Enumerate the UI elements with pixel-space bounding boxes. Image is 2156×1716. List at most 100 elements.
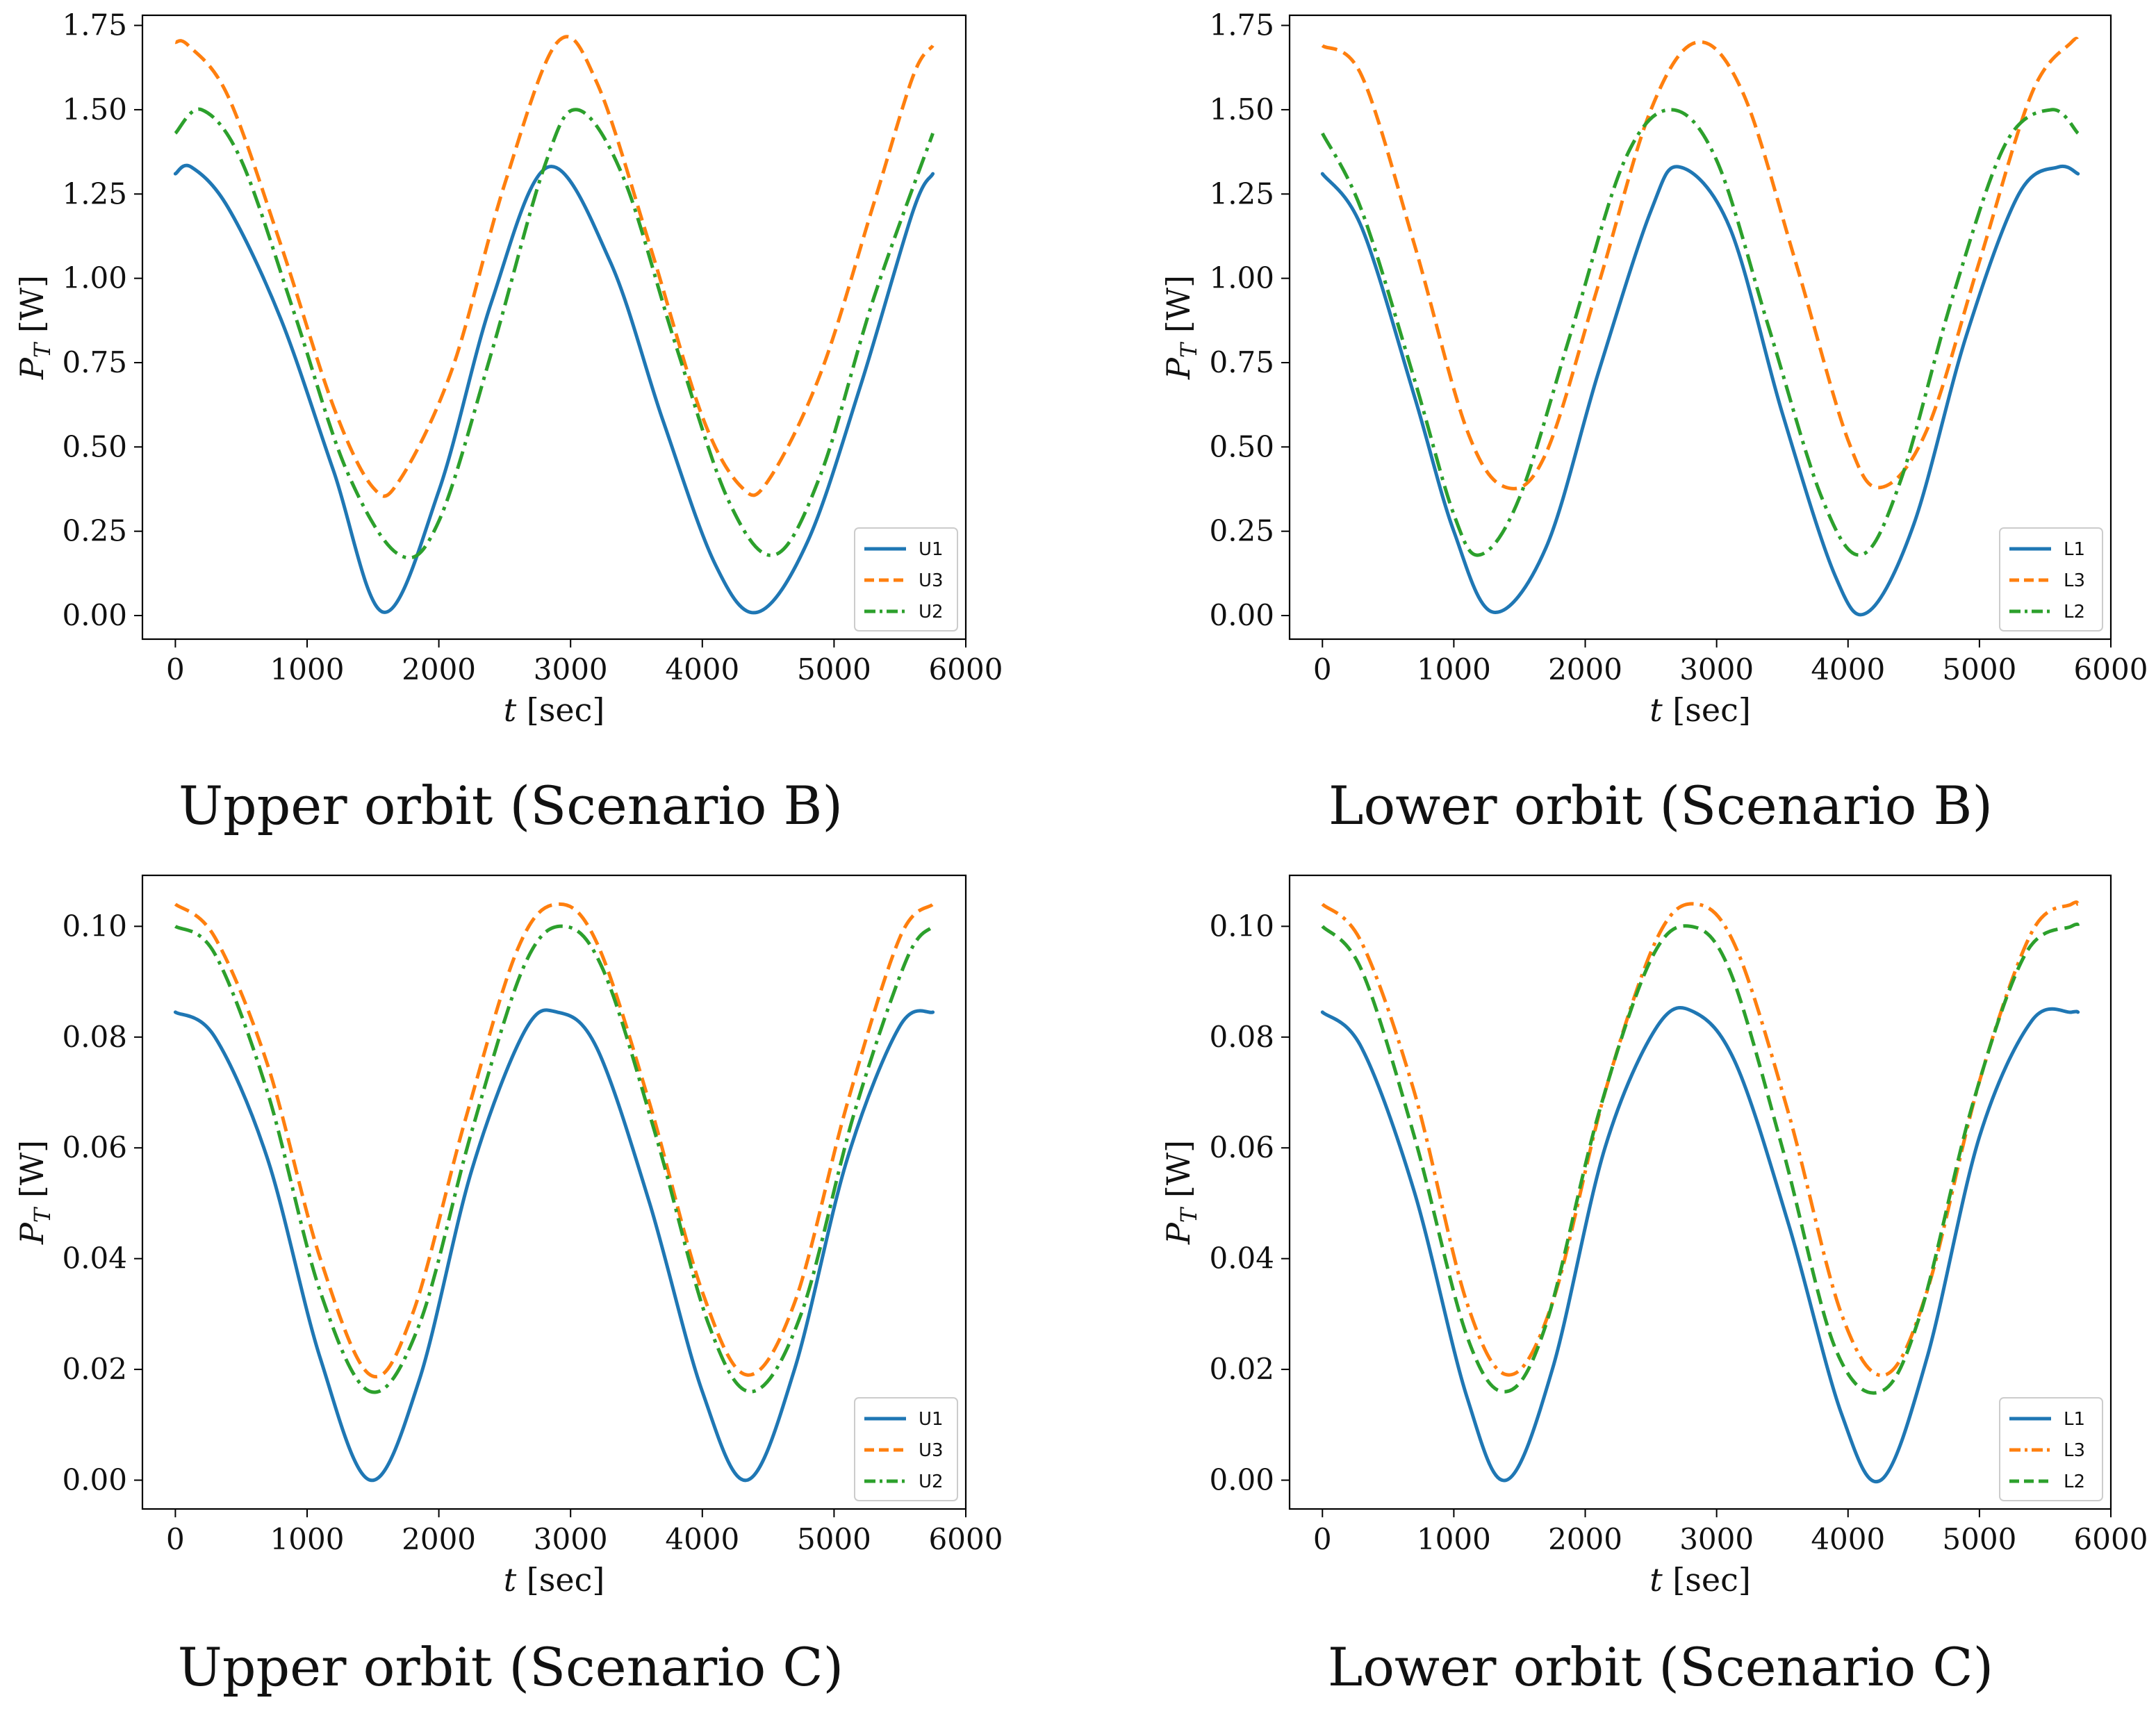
x-tick-label: 4000 [665, 652, 739, 686]
caption-upper-orbit-scenario-c: Upper orbit (Scenario C) [177, 1636, 844, 1698]
legend-box [854, 1397, 958, 1501]
chart-svg: 0 1000 2000 3000 4000 5000 6000 0.00 0.25 0.50 0.7… [1160, 8, 2148, 729]
legend-label-u3: U3 [919, 1440, 944, 1461]
y-tick-label: 1.00 [1209, 261, 1274, 295]
y-tick-label: 0.00 [62, 598, 127, 632]
x-tick-label: 5000 [797, 1522, 871, 1556]
y-tick-label: 0.02 [1209, 1352, 1274, 1386]
y-tick-label: 0.25 [62, 514, 127, 548]
x-tick-label: 1000 [270, 652, 345, 686]
legend-label-l1: L1 [2064, 1409, 2085, 1430]
x-axis-label: t [sec] [504, 1561, 605, 1599]
series-line-l1 [1320, 1006, 2080, 1484]
x-tick-label: 4000 [665, 1522, 739, 1556]
chart-lower-orbit-scenario-c: 0 1000 2000 3000 4000 5000 6000 0.00 0.02 0.04 0.0… [1112, 861, 2156, 1633]
y-tick-label: 0.06 [1209, 1130, 1274, 1164]
legend-label-l2: L2 [2064, 602, 2085, 622]
x-tick-label: 5000 [1942, 652, 2016, 686]
y-tick-label: 0.06 [62, 1130, 127, 1164]
series-group [173, 902, 935, 1483]
legend-label-u1: U1 [919, 539, 944, 560]
legend: U1 U3 U2 [854, 527, 958, 632]
y-axis-label: PT [W] [13, 275, 56, 380]
x-tick-label: 5000 [797, 652, 871, 686]
series-line-l2 [1321, 922, 2080, 1395]
chart-svg: 0 1000 2000 3000 4000 5000 6000 0.00 0.25 0.50 0.7… [13, 8, 1003, 729]
x-tick-label: 4000 [1811, 652, 1885, 686]
x-tick-label: 0 [166, 1522, 185, 1556]
caption-upper-orbit-scenario-b: Upper orbit (Scenario B) [178, 775, 844, 836]
y-tick-label: 0.25 [1209, 514, 1274, 548]
legend-label-l1: L1 [2064, 539, 2085, 560]
y-tick-label: 1.50 [62, 92, 127, 126]
y-tick-label: 0.50 [1209, 429, 1274, 463]
series-group [1320, 900, 2080, 1484]
series-line-u3 [174, 902, 935, 1378]
series-line-u1 [173, 163, 935, 615]
series-group [1320, 36, 2080, 617]
legend: L1 L3 L2 [1999, 527, 2103, 632]
x-tick-label: 3000 [1679, 652, 1754, 686]
x-tick-label: 1000 [1417, 1522, 1491, 1556]
x-axis-label: t [sec] [504, 691, 605, 729]
y-tick-label: 0.08 [62, 1020, 127, 1054]
chart-lower-orbit-scenario-b: 0 1000 2000 3000 4000 5000 6000 0.00 0.25 0.50 0.7… [1112, 0, 2156, 764]
legend-label-u1: U1 [919, 1409, 944, 1430]
y-tick-label: 0.10 [1209, 909, 1274, 943]
y-tick-label: 1.50 [1209, 92, 1274, 126]
x-tick-label: 6000 [2074, 1522, 2148, 1556]
y-tick-label: 1.75 [62, 8, 127, 42]
x-tick-label: 2000 [1548, 1522, 1622, 1556]
series-line-l2 [1321, 108, 2080, 557]
chart-svg: 0 1000 2000 3000 4000 5000 6000 0.00 0.02 0.04 0.0… [1160, 874, 2148, 1599]
plot-frame [141, 14, 967, 641]
x-tick-label: 2000 [402, 652, 476, 686]
legend-label-u3: U3 [919, 570, 944, 591]
x-tick-label: 0 [1313, 652, 1332, 686]
chart-upper-orbit-scenario-c: 0 1000 2000 3000 4000 5000 6000 0.00 0.02 0.04 0.0… [0, 861, 1042, 1633]
x-tick-label: 1000 [1417, 652, 1491, 686]
y-tick-label: 0.75 [1209, 345, 1274, 379]
y-axis-label: PT [W] [1160, 1140, 1202, 1245]
legend-box [1999, 1397, 2103, 1501]
x-axis-label: t [sec] [1649, 1561, 1751, 1599]
series-group [173, 35, 935, 615]
y-tick-label: 1.00 [62, 261, 127, 295]
series-line-u2 [174, 924, 935, 1394]
x-tick-label: 6000 [929, 1522, 1003, 1556]
y-tick-label: 0.00 [62, 1463, 127, 1497]
y-tick-label: 0.04 [1209, 1241, 1274, 1276]
x-tick-label: 2000 [402, 1522, 476, 1556]
caption-lower-orbit-scenario-c: Lower orbit (Scenario C) [1327, 1636, 1994, 1698]
y-tick-label: 0.04 [62, 1241, 127, 1276]
caption-lower-orbit-scenario-b: Lower orbit (Scenario B) [1328, 775, 1993, 836]
series-line-u2 [174, 107, 935, 560]
legend-label-u2: U2 [919, 602, 944, 622]
legend-box [1999, 527, 2103, 632]
x-tick-label: 4000 [1811, 1522, 1885, 1556]
x-tick-label: 6000 [929, 652, 1003, 686]
plot-frame [1288, 14, 2112, 641]
y-tick-label: 0.75 [62, 345, 127, 379]
y-tick-label: 0.10 [62, 909, 127, 943]
x-tick-label: 6000 [2074, 652, 2148, 686]
legend-label-u2: U2 [919, 1471, 944, 1492]
chart-svg: 0 1000 2000 3000 4000 5000 6000 0.00 0.02 0.04 0.0… [13, 874, 1003, 1599]
y-tick-label: 1.75 [1209, 8, 1274, 42]
legend-box [854, 527, 958, 632]
x-tick-label: 1000 [270, 1522, 345, 1556]
series-line-u1 [173, 1008, 935, 1483]
legend: U1 U3 U2 [854, 1397, 958, 1501]
x-tick-label: 3000 [534, 1522, 608, 1556]
plot-frame [1288, 874, 2112, 1510]
legend-label-l3: L3 [2064, 570, 2085, 591]
legend: L1 L3 L2 [1999, 1397, 2103, 1501]
series-line-l1 [1320, 164, 2080, 617]
y-tick-label: 0.00 [1209, 598, 1274, 632]
legend-label-l3: L3 [2064, 1440, 2085, 1461]
series-line-l3 [1321, 900, 2080, 1378]
y-tick-label: 0.00 [1209, 1463, 1274, 1497]
y-axis-label: PT [W] [13, 1140, 56, 1245]
x-tick-label: 3000 [534, 652, 608, 686]
